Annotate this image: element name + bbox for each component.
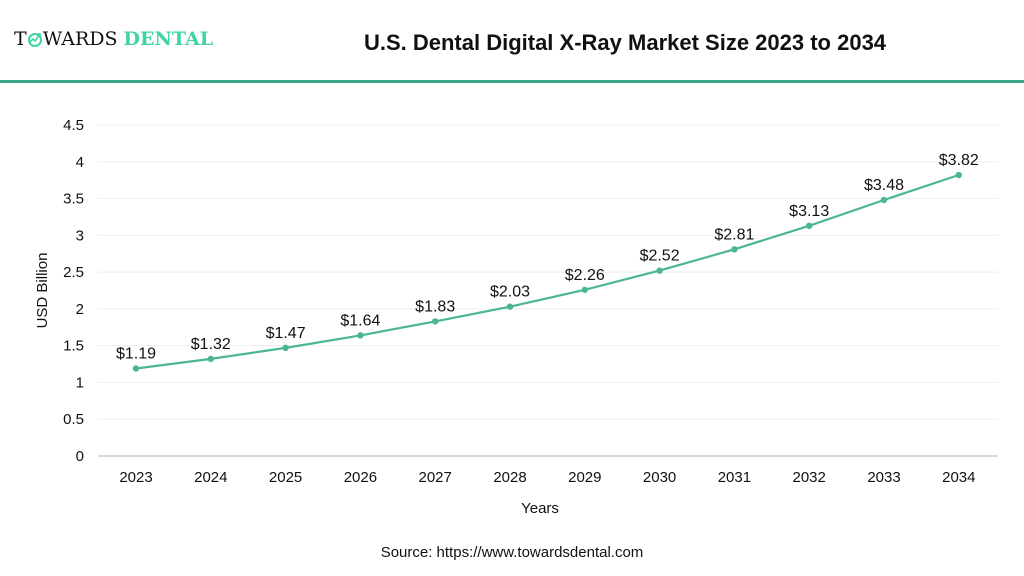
gridlines <box>98 124 998 420</box>
data-point <box>506 303 514 310</box>
data-label: $2.52 <box>640 248 680 265</box>
data-label: $1.47 <box>266 325 306 342</box>
x-tick-label: 2028 <box>493 469 526 486</box>
y-tick-label: 2.5 <box>63 264 84 281</box>
data-label: $3.13 <box>789 203 829 220</box>
source-note: Source: https://www.towardsdental.com <box>380 544 644 561</box>
data-point <box>806 222 813 229</box>
x-tick-label: 2024 <box>194 469 227 486</box>
data-point <box>132 365 140 372</box>
data-labels: $1.19 $1.32 $1.47 $1.64 $1.83 $2.03 $2.26 $2.52… <box>116 152 979 362</box>
x-tick-label: 2031 <box>718 469 751 486</box>
data-label: $2.81 <box>714 226 754 243</box>
data-point <box>432 318 439 325</box>
header-divider <box>0 80 1024 83</box>
logo-text-t: T <box>14 28 27 50</box>
data-label: $1.83 <box>415 298 455 315</box>
data-points <box>132 171 962 372</box>
series-line-market-size <box>135 173 960 370</box>
data-label: $2.03 <box>490 284 530 301</box>
y-tick-label: 3 <box>76 227 84 244</box>
logo-text-wards: WARDS <box>42 28 118 50</box>
x-tick-label: 2025 <box>269 469 302 486</box>
y-tick-label: 1.5 <box>63 338 84 355</box>
x-tick-label: 2030 <box>643 469 676 486</box>
y-tick-label: 4 <box>76 154 84 171</box>
y-tick-label: 1 <box>76 374 84 391</box>
x-tick-label: 2023 <box>119 469 152 486</box>
trend-arrow-o-icon <box>27 33 42 47</box>
x-tick-label: 2026 <box>344 469 377 486</box>
data-point <box>357 332 364 339</box>
y-axis-title: USD Billion <box>34 253 51 329</box>
data-point <box>581 286 588 293</box>
data-label: $2.26 <box>565 267 605 284</box>
logo-text-dental: DENTAL <box>123 28 214 50</box>
y-tick-label: 3.5 <box>63 191 84 208</box>
x-tick-label: 2033 <box>867 469 900 486</box>
x-axis-title: Years <box>521 500 559 517</box>
data-label: $1.19 <box>116 345 156 362</box>
data-label: $3.48 <box>864 177 904 194</box>
data-label: $1.32 <box>191 336 231 353</box>
y-axis-ticks: 0 0.5 1 1.5 2 2.5 3 3.5 4 4.5 <box>63 117 84 465</box>
y-tick-label: 0.5 <box>63 411 84 428</box>
data-label: $3.82 <box>939 152 979 169</box>
x-axis-ticks: 2023 2024 2025 2026 2027 2028 2029 2030 2031 2032… <box>119 469 975 486</box>
y-tick-label: 4.5 <box>63 117 84 134</box>
data-point <box>880 196 888 204</box>
chart-header: T WARDS DENTAL U.S. Dental Digital X-Ray… <box>0 0 1024 83</box>
towards-dental-logo[interactable]: T WARDS DENTAL <box>14 28 213 50</box>
y-tick-label: 0 <box>76 448 84 465</box>
x-tick-label: 2032 <box>793 469 826 486</box>
y-tick-label: 2 <box>76 301 84 318</box>
chart-title: U.S. Dental Digital X-Ray Market Size 20… <box>363 30 887 55</box>
x-tick-label: 2029 <box>568 469 601 486</box>
data-point <box>955 171 962 179</box>
data-point <box>207 355 214 363</box>
data-point <box>731 246 738 253</box>
x-tick-label: 2034 <box>942 469 975 486</box>
x-tick-label: 2027 <box>419 469 452 486</box>
data-point <box>656 267 663 274</box>
data-label: $1.64 <box>340 312 380 329</box>
data-point <box>282 344 289 352</box>
